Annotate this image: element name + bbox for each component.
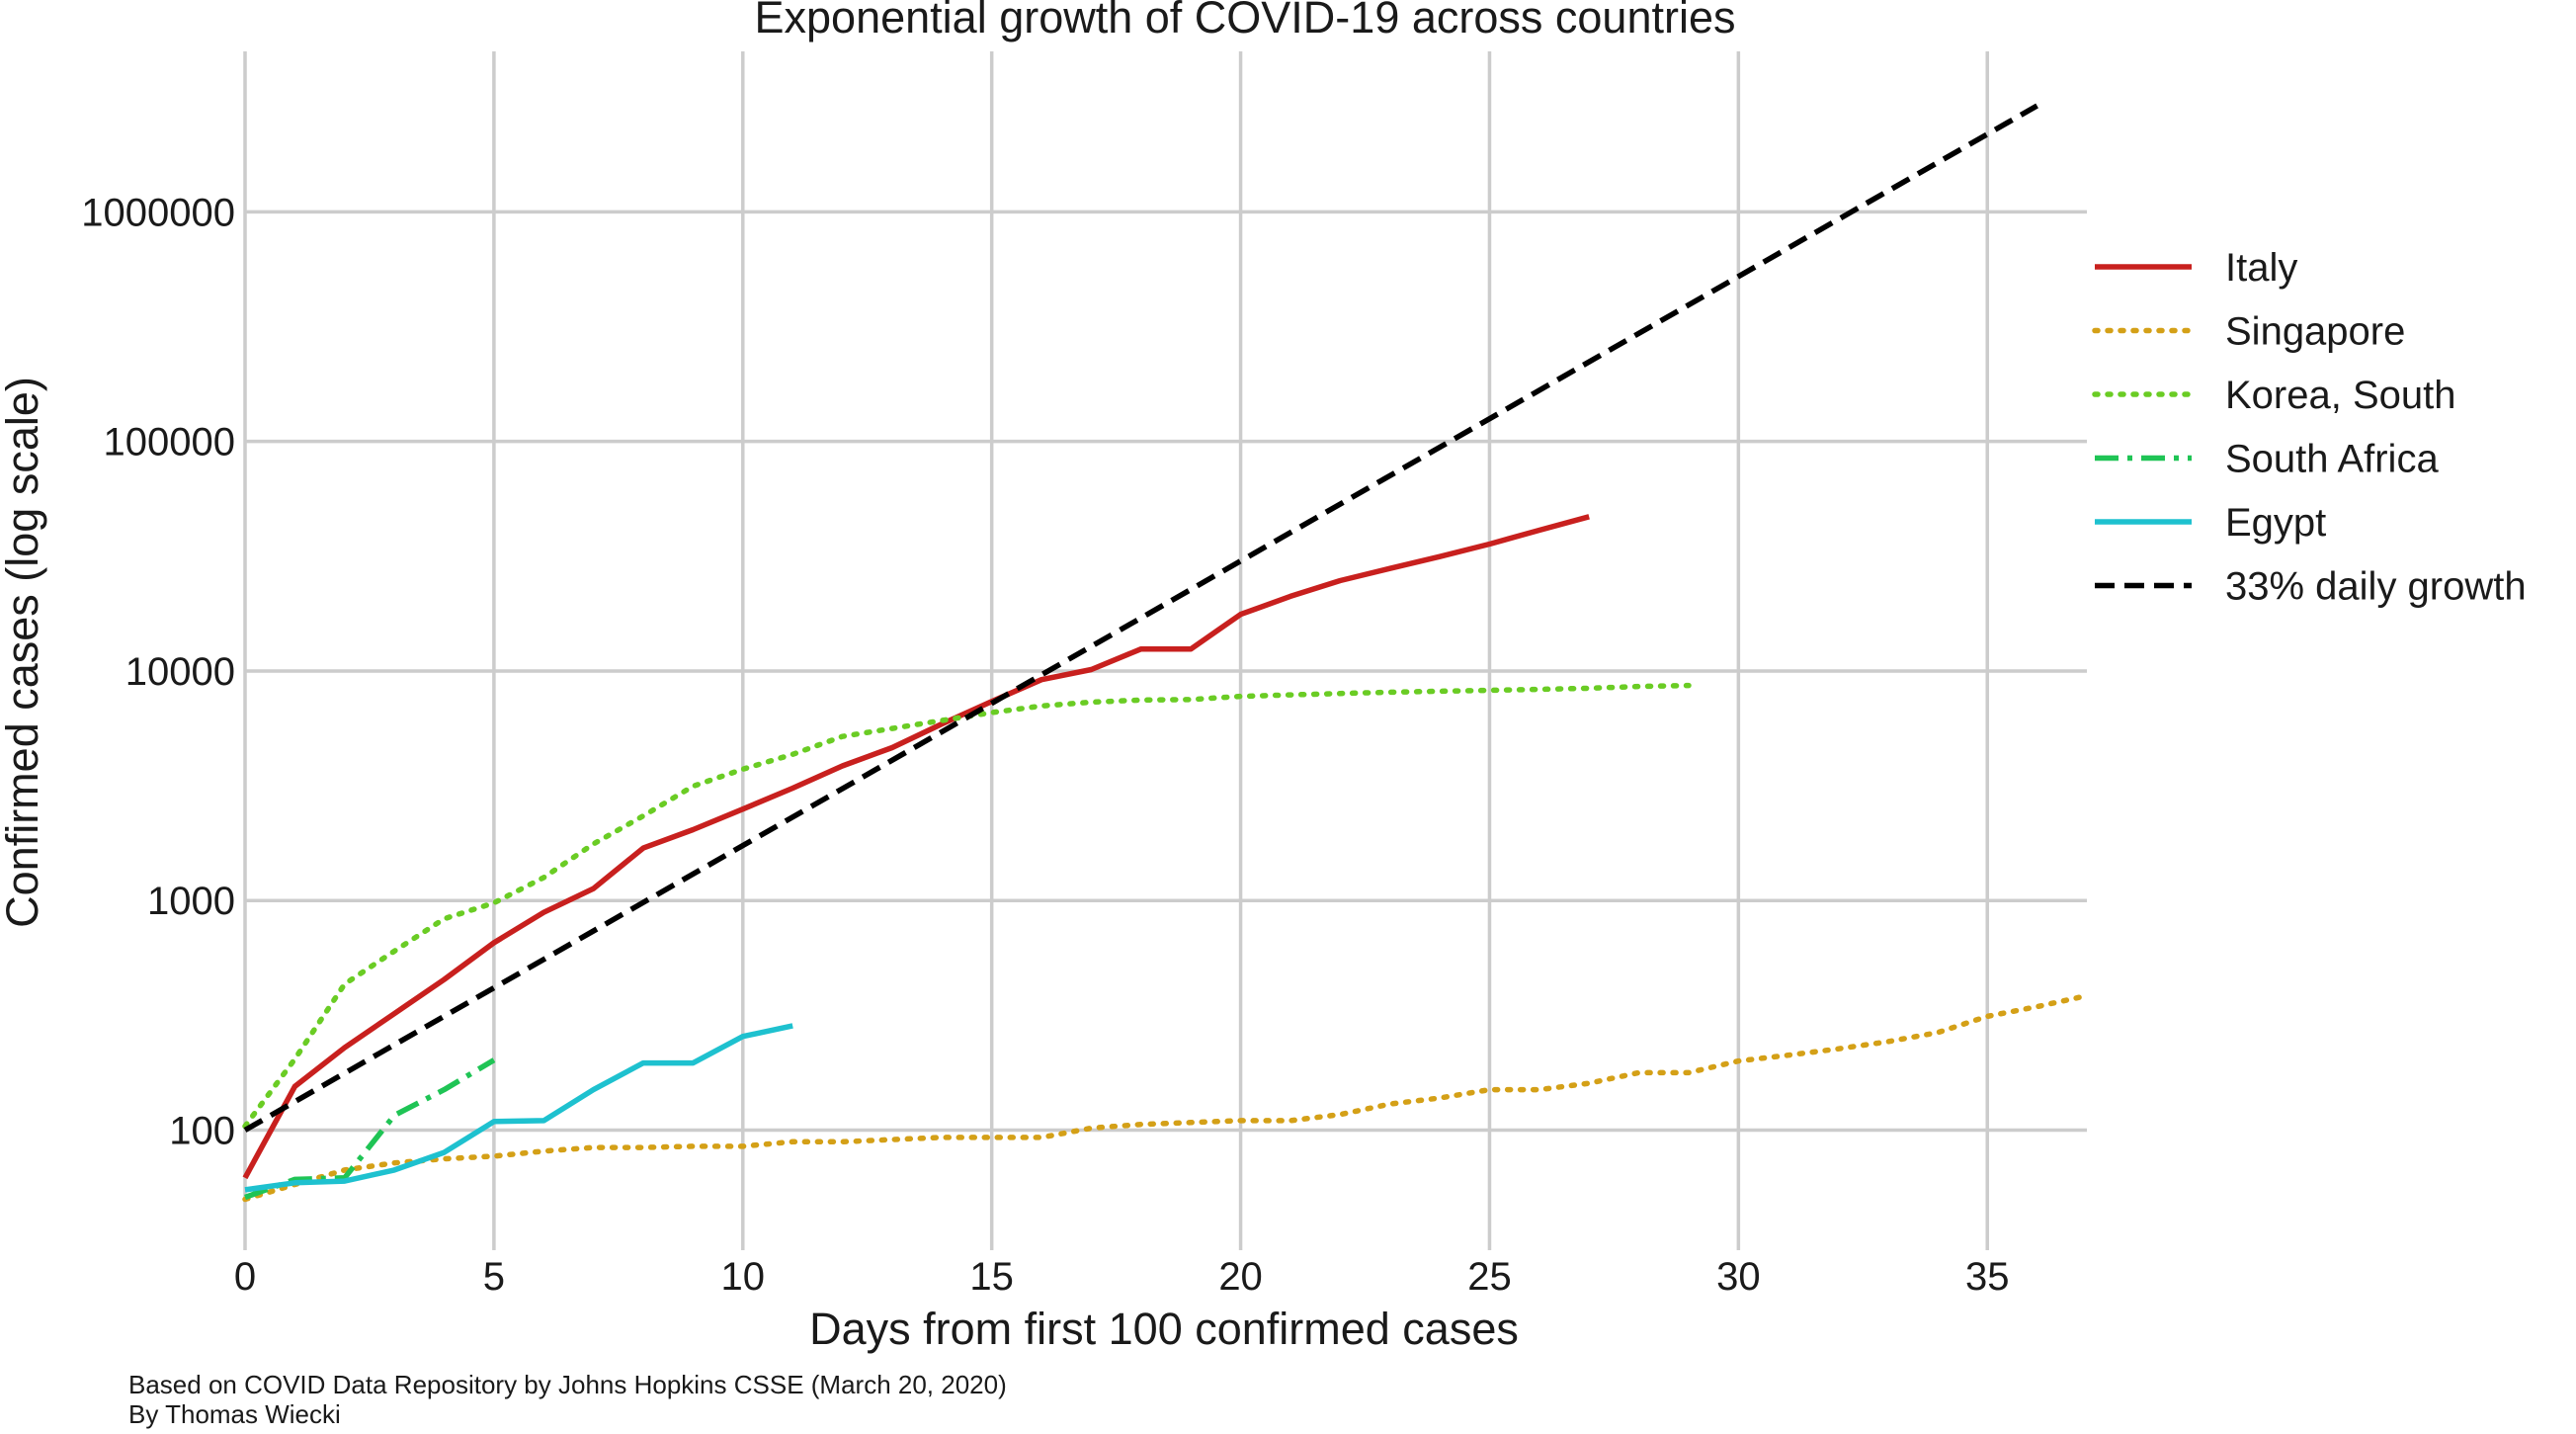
series-lines (242, 103, 2090, 1203)
y-tick-label: 10000 (125, 650, 235, 694)
x-tick-label: 35 (1965, 1255, 2010, 1299)
series-line-south-africa (244, 1057, 496, 1201)
source-note: Based on COVID Data Repository by Johns … (128, 1370, 1007, 1399)
series-line-singapore (242, 992, 2090, 1203)
author-note: By Thomas Wiecki (128, 1399, 341, 1429)
series-line-italy (242, 514, 1590, 1180)
y-tick-label: 1000 (147, 880, 235, 923)
x-tick-label: 25 (1467, 1255, 1512, 1299)
series-line-korea-south (242, 682, 1692, 1130)
series-line-33-daily-growth (243, 103, 2038, 1133)
legend-label: 33% daily growth (2225, 565, 2527, 609)
legend-label: Egypt (2225, 501, 2326, 545)
legend-label: South Africa (2225, 438, 2439, 481)
x-tick-label: 30 (1716, 1255, 1761, 1299)
series-line-egypt (244, 1023, 793, 1193)
y-tick-label: 100 (169, 1110, 235, 1153)
x-tick-label: 5 (483, 1255, 505, 1299)
x-tick-label: 15 (969, 1255, 1014, 1299)
grid (243, 51, 2087, 1250)
x-tick-label: 20 (1218, 1255, 1263, 1299)
y-tick-label: 1000000 (81, 191, 235, 234)
x-tick-label: 0 (234, 1255, 256, 1299)
legend-label: Korea, South (2225, 374, 2456, 417)
legend-label: Singapore (2225, 310, 2405, 354)
x-axis-label: Days from first 100 confirmed cases (809, 1304, 1519, 1354)
y-tick-label: 100000 (104, 421, 235, 464)
chart-title: Exponential growth of COVID-19 across co… (755, 0, 1736, 42)
axis-ticks: 0 5 10 15 20 25 30 35 100 1000 10000 100000 1000000 (81, 191, 2009, 1299)
x-tick-label: 10 (721, 1255, 766, 1299)
y-axis-label: Confirmed cases (log scale) (0, 377, 47, 928)
legend: Italy Singapore Korea, South South Africa Eg… (2092, 246, 2527, 609)
legend-label: Italy (2225, 246, 2297, 290)
